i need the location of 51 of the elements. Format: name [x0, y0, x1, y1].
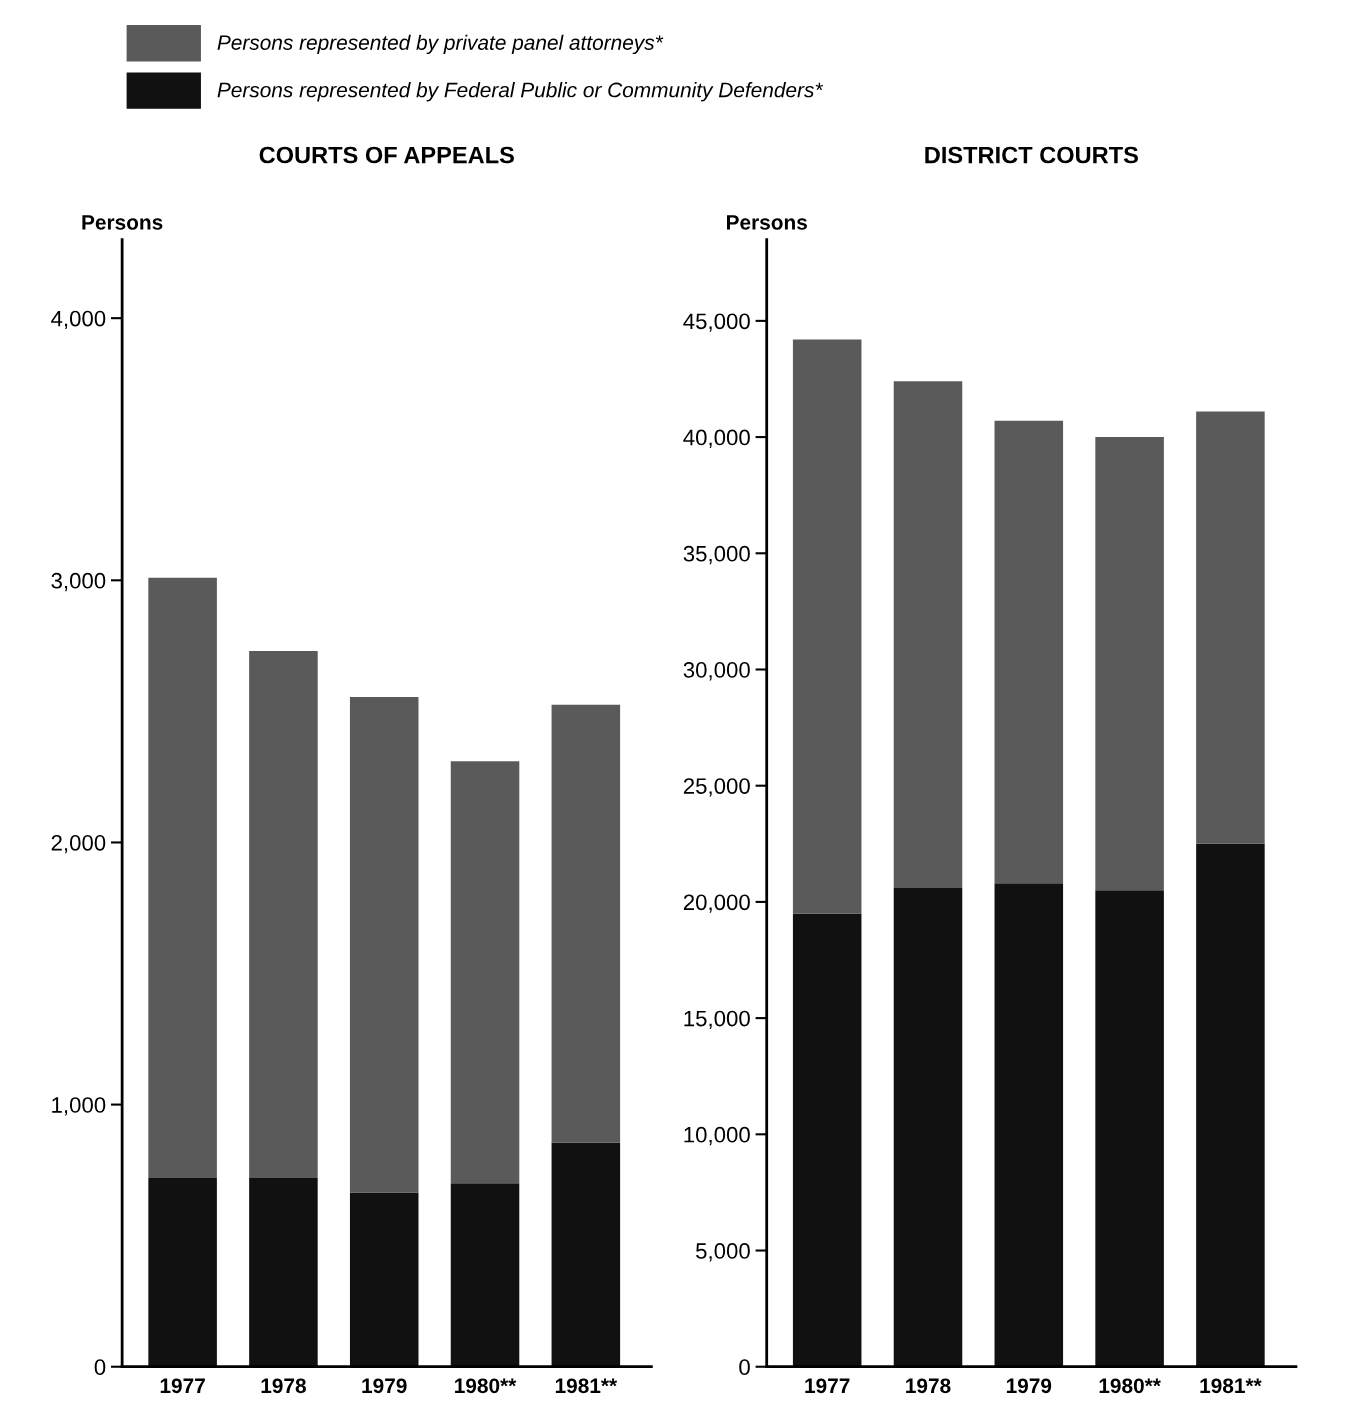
bar	[1095, 890, 1164, 1367]
bar	[551, 1142, 621, 1367]
bar	[551, 704, 621, 1143]
x-tick-label: 1979	[1006, 1378, 1052, 1394]
x-tick-label: 1979	[362, 1378, 407, 1394]
legend-label: Persons represented by Federal Public or Community Defenders*	[217, 82, 824, 102]
bar	[148, 1177, 217, 1367]
bar	[349, 1192, 419, 1367]
y-tick-label: 25,000	[683, 778, 750, 797]
y-tick-label: 20,000	[683, 894, 750, 913]
y-tick-label: 30,000	[683, 662, 750, 681]
x-tick-label: 1978	[261, 1378, 306, 1394]
x-tick-label: 1977	[805, 1378, 850, 1394]
legend-label: Persons represented by private panel attorneys*	[217, 34, 664, 55]
x-tick-label: 1978	[906, 1378, 951, 1394]
bar	[1196, 411, 1265, 844]
bar	[1095, 437, 1164, 891]
bar	[349, 696, 419, 1193]
x-tick-label: 1980**	[455, 1378, 517, 1394]
bar	[893, 381, 963, 888]
y-tick-label: 2,000	[51, 834, 106, 854]
bar	[994, 420, 1064, 884]
y-tick-label: 5,000	[696, 1243, 750, 1262]
bar	[450, 761, 520, 1184]
y-tick-label: 0	[94, 1359, 106, 1375]
y-tick-label: 10,000	[684, 1126, 750, 1146]
bar	[249, 1177, 318, 1367]
y-tick-label: 4,000	[51, 310, 106, 330]
y-tick-label: 15,000	[684, 1010, 750, 1030]
bar	[148, 577, 217, 1178]
x-tick-label: 1981**	[555, 1378, 618, 1394]
bar	[994, 883, 1064, 1367]
x-tick-label: 1980**	[1099, 1378, 1161, 1394]
chart-title: DISTRICT COURTS	[925, 146, 1138, 164]
x-tick-label: 1977	[160, 1378, 205, 1394]
y-tick-label: 45,000	[683, 313, 750, 332]
x-tick-label: 1981**	[1200, 1378, 1262, 1394]
bar	[249, 651, 318, 1178]
bar	[893, 887, 963, 1367]
bar	[792, 913, 862, 1367]
chart-title: COURTS OF APPEALS	[259, 146, 514, 164]
bar	[792, 339, 862, 914]
y-axis-title: Persons	[82, 215, 163, 230]
y-tick-label: 40,000	[683, 429, 750, 448]
y-tick-label: 35,000	[683, 545, 750, 565]
y-tick-label: 3,000	[51, 572, 106, 592]
y-tick-label: 0	[739, 1359, 750, 1375]
y-axis-title: Persons	[726, 215, 807, 230]
bar	[1196, 843, 1265, 1367]
bar	[450, 1183, 520, 1367]
y-tick-label: 1,000	[52, 1097, 106, 1116]
